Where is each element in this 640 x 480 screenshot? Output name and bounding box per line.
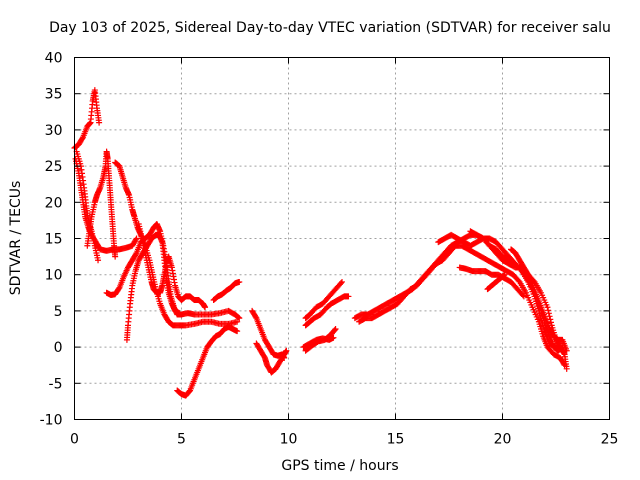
y-tick-label: 25: [45, 159, 63, 175]
y-tick-label: 40: [45, 51, 63, 67]
y-tick-label: -10: [40, 413, 63, 429]
data-point: [520, 293, 527, 300]
data-point: [112, 253, 119, 260]
data-point: [202, 304, 209, 311]
y-tick-label: 20: [45, 195, 63, 211]
data-point: [500, 272, 507, 279]
data-point: [501, 271, 508, 278]
data-point: [332, 326, 339, 332]
series-track-04: [84, 148, 119, 260]
data-point: [176, 310, 183, 317]
y-tick-label: -5: [49, 376, 63, 392]
series-track-11: [249, 307, 288, 361]
data-point: [95, 257, 102, 264]
data-point: [132, 236, 139, 243]
tick-labels: 0 5 10 15 20 25 -10 -5 0 5 10 15 20 25 30 35 40: [40, 51, 619, 448]
data-point: [545, 307, 552, 314]
data-point: [79, 135, 86, 142]
data-point: [331, 326, 338, 333]
data-point: [547, 316, 554, 323]
x-tick-label: 15: [387, 432, 405, 448]
data-point: [544, 304, 551, 311]
data-point: [524, 270, 531, 277]
series-track-18: [356, 242, 568, 369]
data-points: [71, 87, 570, 399]
series-track-13: [302, 278, 345, 322]
x-tick-label: 10: [280, 432, 298, 448]
series-track-12: [253, 340, 290, 376]
y-tick-label: 0: [54, 340, 63, 356]
x-axis-label: GPS time / hours: [281, 458, 398, 474]
chart-title: Day 103 of 2025, Sidereal Day-to-day VTE…: [49, 20, 611, 36]
y-tick-label: 10: [45, 268, 63, 284]
data-point: [345, 293, 352, 300]
data-point: [548, 319, 555, 326]
data-point: [234, 318, 241, 325]
data-point: [252, 313, 259, 320]
series-track-16: [302, 326, 339, 354]
data-point: [515, 277, 522, 284]
data-point: [563, 365, 570, 372]
y-tick-label: 35: [45, 87, 63, 103]
data-point: [235, 314, 242, 321]
data-point: [283, 347, 290, 354]
data-point: [96, 119, 103, 126]
data-point: [339, 278, 345, 285]
series-track-22: [456, 264, 527, 300]
y-tick-label: 5: [54, 304, 63, 320]
data-point: [133, 235, 140, 242]
x-tick-label: 5: [177, 432, 186, 448]
data-point: [236, 315, 243, 322]
x-tick-label: 0: [70, 432, 79, 448]
series-track-23: [484, 271, 508, 293]
y-axis-label: SDTVAR / TECUs: [8, 181, 24, 296]
series-track-09: [174, 323, 241, 399]
axis-ticks: [74, 57, 610, 420]
series-track-02: [72, 155, 140, 254]
y-tick-label: 15: [45, 232, 63, 248]
y-tick-label: 30: [45, 123, 63, 139]
data-point: [234, 328, 241, 335]
series-track-20: [467, 228, 566, 354]
data-point: [337, 280, 344, 287]
series-track-21: [508, 246, 570, 354]
data-point: [563, 347, 570, 354]
data-point: [330, 334, 337, 341]
series-track-14: [302, 293, 352, 329]
x-tick-label: 25: [601, 432, 619, 448]
series-track-01: [71, 87, 103, 151]
data-point: [545, 310, 552, 317]
data-point: [236, 278, 243, 285]
data-point: [132, 251, 139, 258]
series-track-10: [210, 278, 243, 304]
grid: [74, 57, 610, 420]
series-track-08: [135, 221, 209, 311]
x-tick-label: 20: [494, 432, 512, 448]
data-point: [519, 292, 526, 299]
